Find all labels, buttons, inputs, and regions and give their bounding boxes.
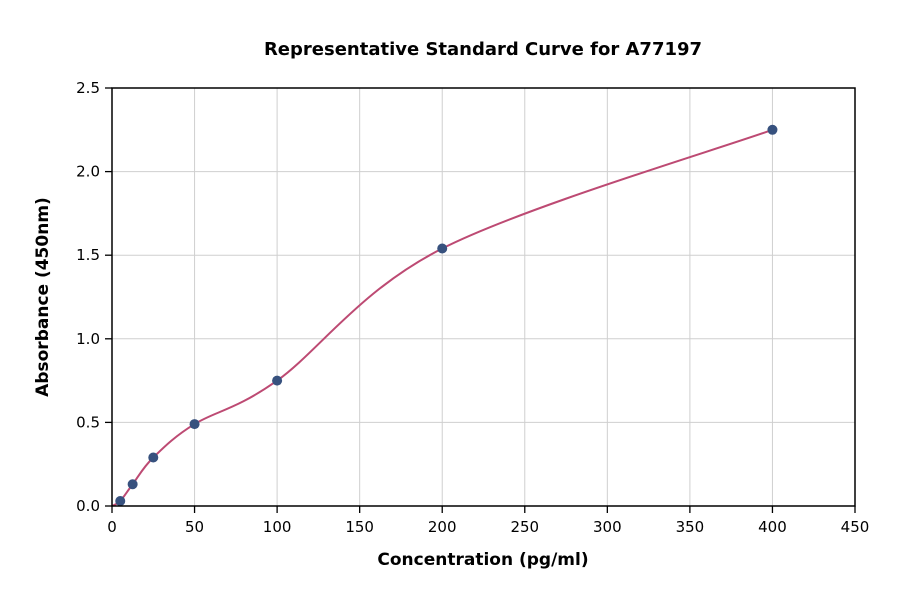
x-tick-label: 350 — [676, 518, 705, 536]
x-tick-label: 100 — [263, 518, 292, 536]
data-point — [148, 452, 159, 463]
x-axis-label: Concentration (pg/ml) — [377, 550, 588, 570]
data-point — [767, 124, 778, 135]
plot-area: 0 50 100 150 200 250 300 350 400 450 0.0 0.5 1.0 1.5 2… — [76, 79, 869, 536]
plot-background — [112, 88, 855, 506]
x-tick-label: 0 — [107, 518, 117, 536]
y-tick-label: 2.5 — [76, 79, 100, 97]
data-point — [437, 243, 448, 254]
y-axis-label: Absorbance (450nm) — [33, 197, 53, 397]
data-point — [127, 479, 138, 490]
data-point — [272, 375, 283, 386]
fit-curve-line — [111, 128, 773, 507]
x-tick-label: 150 — [345, 518, 374, 536]
y-tick-label: 1.5 — [76, 246, 100, 264]
y-tick-label: 0.0 — [76, 497, 100, 515]
x-tick-label: 300 — [593, 518, 622, 536]
data-point — [189, 419, 200, 430]
x-tick-label: 400 — [758, 518, 787, 536]
x-tick-label: 50 — [185, 518, 204, 536]
x-tick-label: 250 — [510, 518, 539, 536]
y-tick-label: 0.5 — [76, 413, 100, 431]
chart-title: Representative Standard Curve for A77197 — [264, 39, 702, 60]
plot-border — [111, 87, 856, 507]
data-point — [115, 495, 126, 506]
x-tick-label: 200 — [428, 518, 457, 536]
x-tick-label: 450 — [841, 518, 870, 536]
y-tick-label: 1.0 — [76, 330, 100, 348]
y-tick-label: 2.0 — [76, 163, 100, 181]
